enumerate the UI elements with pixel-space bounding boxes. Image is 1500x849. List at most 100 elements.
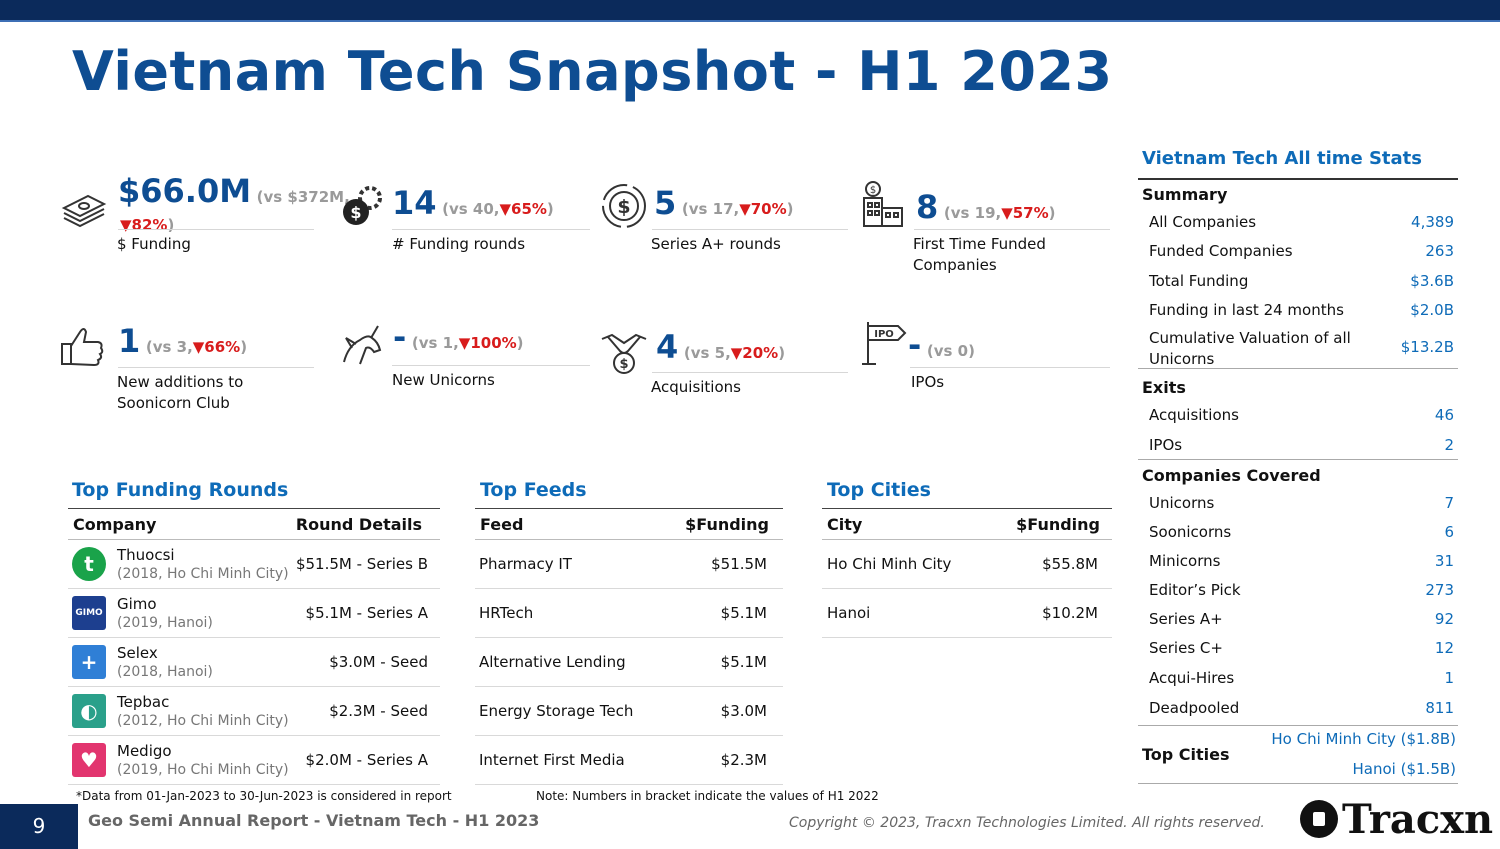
city-funding: $55.8M: [1042, 555, 1098, 573]
table-row[interactable]: ◐ Tepbac (2012, Ho Chi Minh City) $2.3M - S…: [68, 687, 440, 736]
table-row[interactable]: Pharmacy IT $51.5M: [475, 540, 783, 589]
company-logo-icon: t: [72, 547, 106, 581]
top-bar: [0, 0, 1500, 22]
round-details: $2.0M - Series A: [305, 751, 428, 769]
stat-funding-value: $66.0M (vs $372M,: [118, 172, 350, 210]
company-name[interactable]: Gimo: [117, 595, 157, 613]
company-logo-icon: GIMO: [72, 596, 106, 630]
top-feeds-title: Top Feeds: [480, 479, 587, 501]
table-row[interactable]: Hanoi $10.2M: [822, 589, 1112, 638]
stat-funding-label: $ Funding: [117, 235, 191, 253]
feed-name[interactable]: Pharmacy IT: [479, 555, 572, 573]
feed-name[interactable]: HRTech: [479, 604, 534, 622]
table-row[interactable]: HRTech $5.1M: [475, 589, 783, 638]
data-footnote: *Data from 01-Jan-2023 to 30-Jun-2023 is…: [76, 789, 452, 803]
stat-label: Acqui-Hires: [1149, 669, 1235, 687]
stat-label: Series C+: [1149, 639, 1223, 657]
company-meta: (2018, Hanoi): [117, 664, 213, 680]
section-label: Companies Covered: [1142, 466, 1321, 485]
city-name[interactable]: Ho Chi Minh City: [827, 555, 952, 573]
company-name[interactable]: Selex: [117, 644, 158, 662]
page-title: Vietnam Tech Snapshot - H1 2023: [72, 40, 1113, 103]
feed-funding: $5.1M: [720, 653, 767, 671]
brand-logo: Tracxn: [1300, 796, 1493, 843]
table-header: Feed $Funding: [475, 508, 783, 540]
copyright: Copyright © 2023, Tracxn Technologies Li…: [789, 815, 1265, 831]
table-row[interactable]: t Thuocsi (2018, Ho Chi Minh City) $51.5M -…: [68, 540, 440, 589]
bracket-footnote: Note: Numbers in bracket indicate the va…: [536, 789, 879, 803]
unicorn-icon: [338, 320, 390, 372]
stat-label: Editor’s Pick: [1149, 581, 1241, 599]
stat-value: 6: [1444, 523, 1454, 541]
stat-acquisitions-value: 4 (vs 5,▼20%): [656, 328, 786, 366]
stat-value: $2.0B: [1410, 301, 1454, 319]
company-meta: (2019, Ho Chi Minh City): [117, 762, 289, 778]
stat-soonicorn-label: New additions to Soonicorn Club: [117, 373, 244, 412]
stat-funding-change: ▼82%): [120, 216, 175, 234]
top-feeds-table: Feed $Funding Pharmacy IT $51.5M HRTech $5.…: [475, 508, 783, 785]
stat-soonicorn-value: 1 (vs 3,▼66%): [118, 322, 248, 360]
table-row[interactable]: Alternative Lending $5.1M: [475, 638, 783, 687]
feed-funding: $3.0M: [720, 702, 767, 720]
company-meta: (2018, Ho Chi Minh City): [117, 566, 289, 582]
table-header: Company Round Details: [68, 508, 440, 540]
section-label: Summary: [1142, 185, 1228, 204]
company-meta: (2019, Hanoi): [117, 615, 213, 631]
svg-text:$: $: [617, 196, 630, 218]
svg-text:$: $: [619, 357, 628, 372]
stat-label: Acquisitions: [1149, 406, 1239, 424]
stat-label: Unicorns: [1149, 494, 1215, 512]
table-row[interactable]: Ho Chi Minh City $55.8M: [822, 540, 1112, 589]
stat-value: 92: [1434, 610, 1454, 628]
stat-ipo-label: IPOs: [911, 373, 945, 391]
company-name[interactable]: Tepbac: [117, 693, 170, 711]
stat-value: 31: [1434, 552, 1454, 570]
round-details: $3.0M - Seed: [329, 653, 428, 671]
svg-text:IPO: IPO: [874, 329, 894, 340]
page-number: 9: [0, 804, 78, 849]
table-row[interactable]: GIMO Gimo (2019, Hanoi) $5.1M - Series A: [68, 589, 440, 638]
building-dollar-icon: $: [858, 178, 910, 230]
stat-value: 7: [1444, 494, 1454, 512]
table-row[interactable]: + Selex (2018, Hanoi) $3.0M - Seed: [68, 638, 440, 687]
stat-value: 263: [1425, 242, 1454, 260]
section-label: Top Cities: [1142, 745, 1230, 764]
feed-funding: $5.1M: [720, 604, 767, 622]
stat-label: Series A+: [1149, 610, 1223, 628]
stat-label: Cumulative Valuation of all Unicorns: [1149, 329, 1351, 368]
city-name[interactable]: Hanoi: [827, 604, 871, 622]
stat-value: $3.6B: [1410, 272, 1454, 290]
top-city-1: Ho Chi Minh City ($1.8B): [1271, 730, 1456, 748]
stat-value: 811: [1425, 699, 1454, 717]
dollar-cycle-icon: $: [598, 180, 650, 232]
thumbs-up-icon: [58, 320, 110, 372]
stat-label: Deadpooled: [1149, 699, 1240, 717]
city-funding: $10.2M: [1042, 604, 1098, 622]
feed-name[interactable]: Energy Storage Tech: [479, 702, 634, 720]
stat-series-label: Series A+ rounds: [651, 235, 781, 253]
stat-value: 12: [1434, 639, 1454, 657]
stat-value: $13.2B: [1400, 338, 1454, 356]
ipo-sign-icon: IPO: [858, 318, 910, 370]
stat-label: Minicorns: [1149, 552, 1221, 570]
company-name[interactable]: Thuocsi: [117, 546, 175, 564]
table-row[interactable]: ♥ Medigo (2019, Ho Chi Minh City) $2.0M - S…: [68, 736, 440, 785]
company-logo-icon: ◐: [72, 694, 106, 728]
stat-ipo-value: - (vs 0): [908, 326, 975, 364]
feed-name[interactable]: Internet First Media: [479, 751, 625, 769]
section-label: Exits: [1142, 378, 1186, 397]
table-row[interactable]: Internet First Media $2.3M: [475, 736, 783, 785]
stat-label: All Companies: [1149, 213, 1257, 231]
company-name[interactable]: Medigo: [117, 742, 172, 760]
stat-label: Total Funding: [1149, 272, 1249, 290]
svg-text:$: $: [870, 185, 876, 196]
company-meta: (2012, Ho Chi Minh City): [117, 713, 289, 729]
feed-funding: $2.3M: [720, 751, 767, 769]
stat-value: 2: [1444, 436, 1454, 454]
feed-name[interactable]: Alternative Lending: [479, 653, 626, 671]
handshake-dollar-icon: $: [598, 325, 650, 377]
top-cities-title: Top Cities: [827, 479, 931, 501]
stat-label: Soonicorns: [1149, 523, 1232, 541]
table-row[interactable]: Energy Storage Tech $3.0M: [475, 687, 783, 736]
stat-value: 1: [1444, 669, 1454, 687]
